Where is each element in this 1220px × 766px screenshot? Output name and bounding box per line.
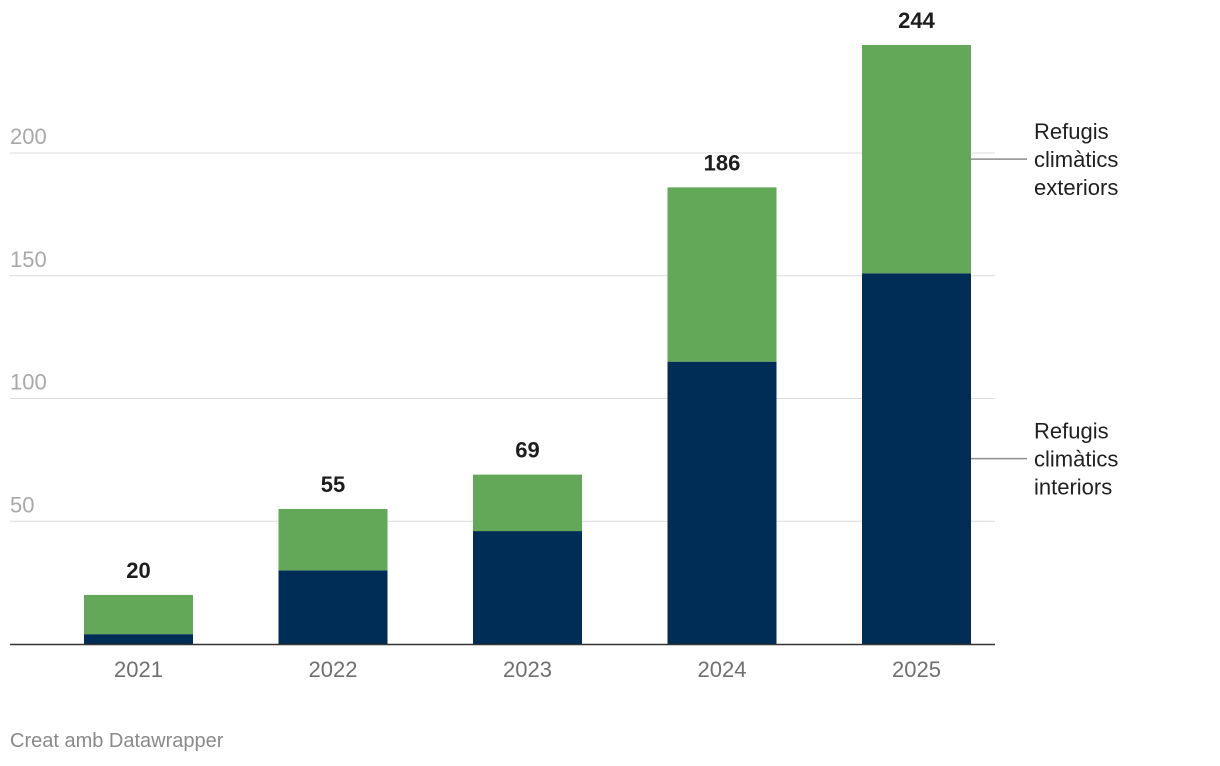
x-tick-label-2021: 2021 [114, 657, 163, 682]
legend: Refugis climàtics interiors Refugis climàtic… [971, 119, 1118, 500]
footer-credit: Creat amb Datawrapper [10, 730, 224, 752]
bar-exteriors-2023 [473, 474, 582, 532]
bar-exteriors-2025 [862, 44, 971, 274]
total-label-2024: 186 [704, 150, 741, 175]
x-axis: 2021 2022 2023 2024 2025 [10, 643, 995, 682]
x-tick-label-2025: 2025 [892, 657, 941, 682]
y-tick-label: 50 [10, 492, 34, 517]
bar-exteriors-2024 [667, 187, 777, 362]
bar-interiors-2023 [473, 531, 582, 644]
total-label-2025: 244 [898, 8, 935, 33]
bar-exteriors-2022 [278, 508, 388, 571]
bar-interiors-2022 [278, 570, 388, 644]
x-tick-label-2024: 2024 [698, 657, 747, 682]
total-labels: 20 55 69 186 244 [126, 8, 935, 583]
total-label-2023: 69 [515, 438, 539, 463]
bars [84, 44, 971, 644]
bar-interiors-2024 [667, 361, 777, 644]
bar-interiors-2021 [84, 634, 193, 644]
total-label-2021: 20 [126, 558, 150, 583]
y-tick-label: 100 [10, 370, 47, 395]
x-tick-label-2023: 2023 [503, 657, 552, 682]
grid-lines: 50 100 150 200 [10, 124, 995, 522]
bar-interiors-2025 [862, 273, 971, 644]
legend-label-interiors: Refugis climàtics interiors [1034, 419, 1118, 500]
y-tick-label: 150 [10, 247, 47, 272]
y-tick-label: 200 [10, 124, 47, 149]
total-label-2022: 55 [321, 472, 345, 497]
x-tick-label-2022: 2022 [309, 657, 358, 682]
bar-exteriors-2021 [84, 594, 193, 635]
legend-label-exteriors: Refugis climàtics exteriors [1034, 119, 1118, 200]
